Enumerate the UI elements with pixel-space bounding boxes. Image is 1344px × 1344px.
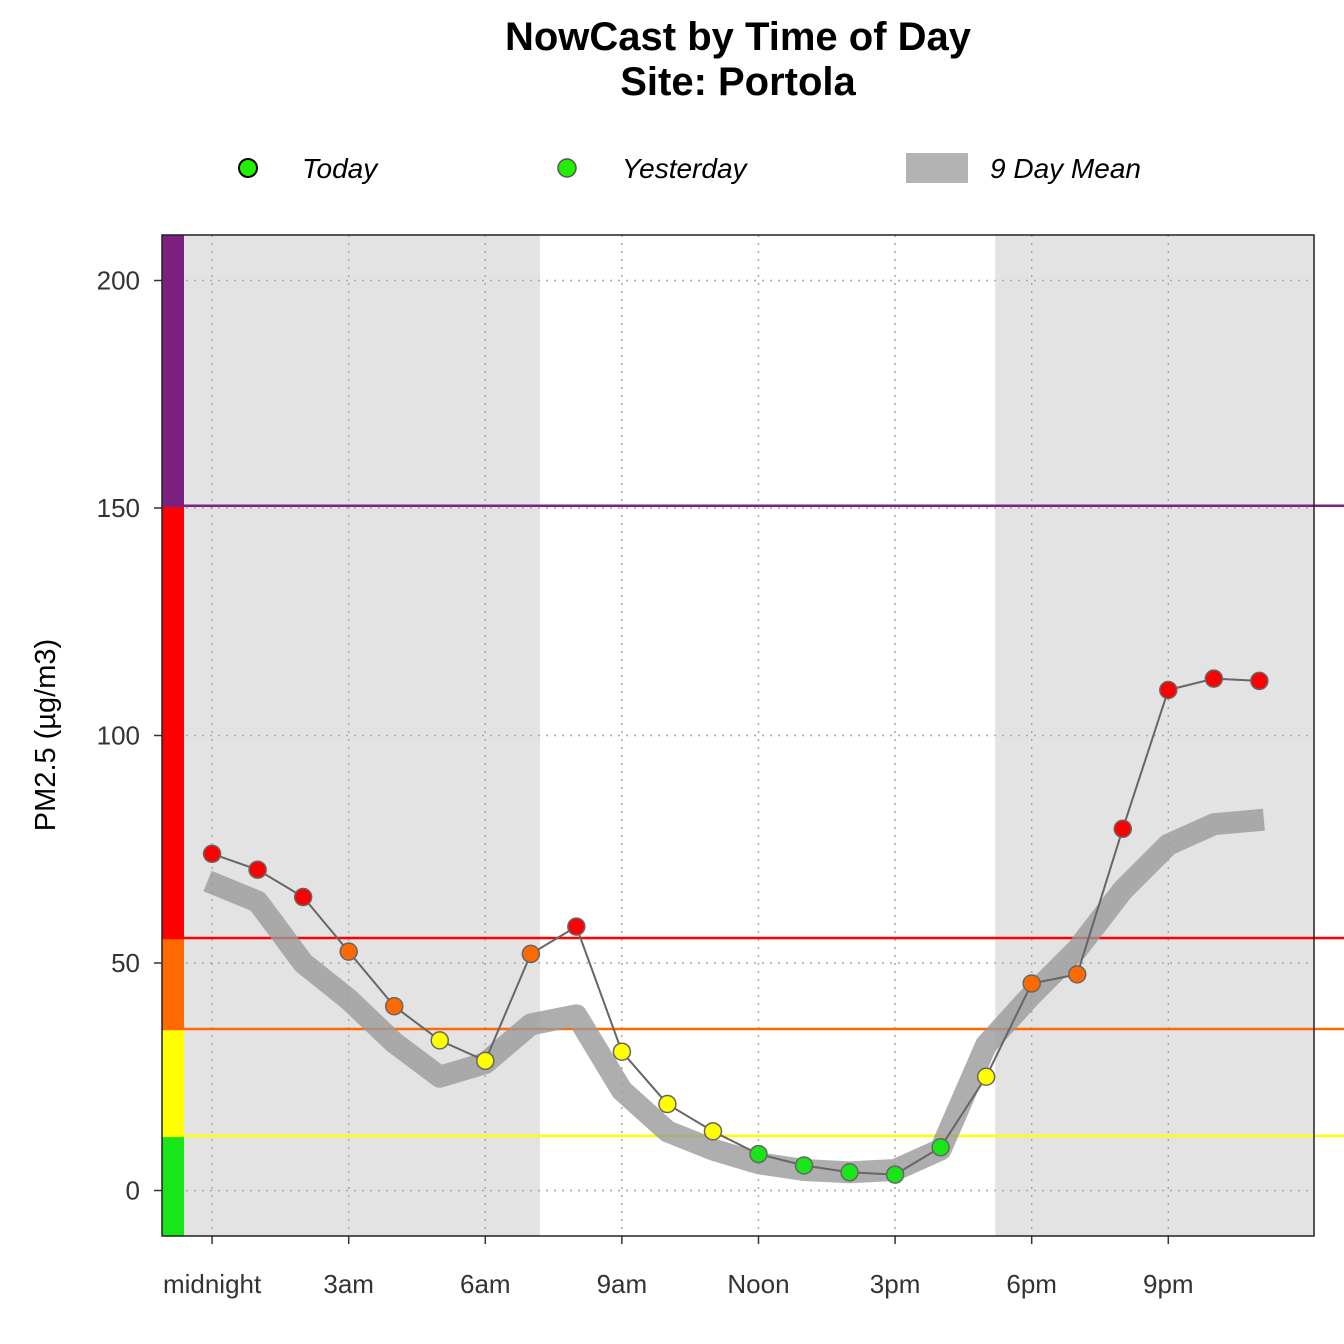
chart-title: NowCast by Time of Day (505, 15, 972, 59)
y-tick-label-150: 150 (97, 493, 140, 523)
x-tick-label-9pm: 9pm (1143, 1269, 1194, 1299)
legend-yesterday-label: Yesterday (622, 153, 749, 184)
x-tick-label-3pm: 3pm (870, 1269, 921, 1299)
yesterday-point-16 (931, 1138, 950, 1157)
aqi-band-2 (162, 1028, 184, 1136)
legend-today-label: Today (302, 153, 379, 184)
yesterday-point-13 (794, 1156, 814, 1175)
yesterday-point-11 (703, 1122, 723, 1141)
yesterday-point-14 (840, 1163, 859, 1182)
yesterday-point-18 (1022, 974, 1041, 993)
yesterday-point-8 (567, 917, 586, 936)
yesterday-point-15 (885, 1165, 905, 1184)
legend-9-day-mean-label: 9 Day Mean (990, 153, 1141, 184)
x-tick-label-6pm: 6pm (1006, 1269, 1057, 1299)
legend-9-day-mean-symbol (906, 153, 968, 183)
yesterday-point-0 (202, 844, 222, 864)
x-tick-label-9am: 9am (597, 1269, 648, 1299)
yesterday-point-19 (1067, 965, 1087, 984)
yesterday-point-21 (1159, 680, 1178, 700)
y-tick-label-50: 50 (111, 948, 140, 978)
plot-area: 0 50 100 150 200 midnight 3am 6am 9am Noon 3pm 6pm 9… (97, 234, 1344, 1299)
yesterday-point-1 (248, 860, 267, 879)
x-tick-label-6am: 6am (460, 1269, 511, 1299)
aqi-band-5 (162, 235, 184, 506)
yesterday-point-6 (476, 1051, 495, 1071)
yesterday-point-23 (1250, 671, 1269, 691)
yesterday-point-5 (430, 1031, 450, 1050)
x-tick-label-Noon: Noon (727, 1269, 789, 1299)
x-tick-label-midnight: midnight (163, 1269, 262, 1299)
aqi-band-3 (162, 937, 184, 1029)
yesterday-point-12 (749, 1144, 768, 1164)
y-axis-title: PM2.5 (µg/m3) (30, 639, 62, 831)
aqi-band-4 (162, 505, 184, 938)
x-tick-label-3am: 3am (323, 1269, 374, 1299)
legend-today-symbol (238, 158, 258, 178)
yesterday-point-9 (612, 1042, 632, 1061)
y-tick-label-200: 200 (97, 266, 140, 296)
yesterday-point-7 (521, 944, 541, 964)
y-tick-label-100: 100 (97, 721, 140, 751)
y-tick-label-0: 0 (126, 1176, 140, 1206)
yesterday-point-22 (1204, 669, 1224, 688)
yesterday-point-3 (339, 942, 358, 961)
legend: Today Yesterday 9 Day Mean (238, 153, 1141, 184)
yesterday-point-10 (658, 1094, 677, 1114)
series-9-day-mean-band (203, 808, 1265, 1184)
yesterday-point-4 (384, 996, 404, 1016)
yesterday-point-2 (293, 887, 313, 907)
series-yesterday-line (211, 677, 1260, 1176)
legend-yesterday-symbol (557, 158, 577, 178)
aqi-band-1 (162, 1135, 184, 1236)
yesterday-point-20 (1113, 819, 1133, 839)
yesterday-point-17 (976, 1067, 996, 1086)
chart-subtitle: Site: Portola (620, 60, 856, 104)
